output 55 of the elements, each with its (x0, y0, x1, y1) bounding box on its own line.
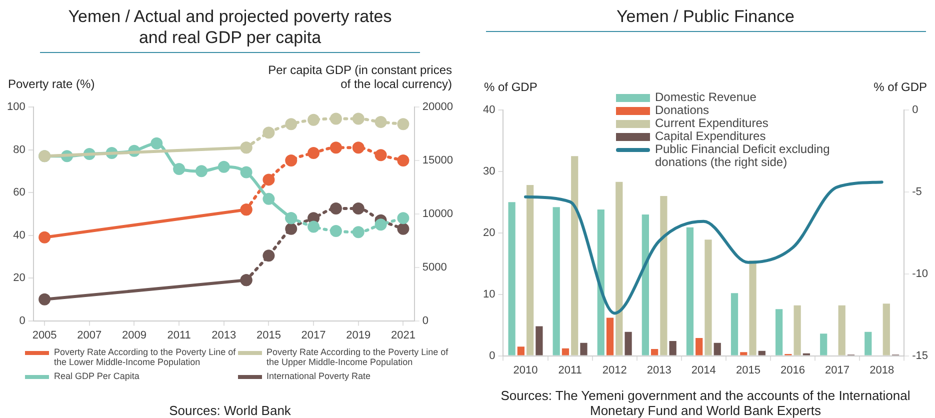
y-tick-label: 20 (482, 226, 496, 239)
legend-label: Donations (655, 103, 710, 117)
y2-tick-label: 20000 (422, 101, 454, 114)
y2-axis-title: % of GDP (872, 80, 927, 94)
y-tick-label: 60 (13, 186, 26, 199)
chart-title: Yemen / Actual and projected poverty rates and real GDP per capita (40, 0, 420, 53)
x-tick-label: 2014 (691, 364, 716, 376)
legend-label: Real GDP Per Capita (54, 371, 140, 381)
y2-tick-label: -10 (912, 268, 928, 280)
legend-label: Poverty Rate According to the Poverty Line of the Lower Middle-Income Population (54, 347, 237, 367)
legend-label: Current Expenditures (655, 116, 768, 130)
x-tick-label: 2011 (167, 329, 191, 342)
legend-label: Domestic Revenue (655, 90, 756, 104)
source-note: Sources: The Yemeni government and the accounts of the International Monetary Fund and World Bank Experts (500, 388, 912, 418)
y-tick-label: 40 (13, 229, 26, 242)
y-tick-label: 40 (482, 104, 496, 116)
y-tick-label: 0 (19, 314, 26, 327)
y-tick-label: 80 (13, 144, 26, 156)
x-tick-label: 2021 (390, 329, 416, 342)
y-axis-title: % of GDP (484, 80, 538, 94)
y2-tick-label: 5000 (422, 261, 447, 274)
y-tick-label: 20 (13, 272, 26, 284)
chart-title: Yemen / Public Finance (486, 0, 926, 32)
x-tick-label: 2010 (513, 364, 538, 376)
y-tick-label: 100 (6, 101, 26, 114)
x-tick-label: 2012 (602, 364, 627, 376)
x-tick-label: 2015 (736, 364, 760, 376)
x-tick-label: 2011 (558, 364, 582, 376)
x-tick-label: 2007 (77, 329, 102, 342)
x-tick-label: 2013 (646, 364, 672, 376)
x-tick-label: 2018 (870, 364, 894, 376)
source-note: Sources: World Bank (168, 403, 292, 418)
y2-axis-title: Per capita GDP (in constant prices of the local currency) (267, 63, 452, 91)
y2-tick-label: 10000 (422, 208, 454, 220)
y-axis-title: Poverty rate (%) (8, 77, 95, 91)
y2-tick-label: -15 (912, 350, 928, 362)
x-tick-label: 2017 (301, 329, 326, 342)
legend-label: Poverty Rate According to the Poverty Line of the Upper Middle-Income Population (266, 347, 450, 367)
legend-label: International Poverty Rate (266, 371, 371, 381)
x-tick-label: 2016 (780, 364, 805, 376)
y2-tick-label: 0 (422, 314, 429, 327)
y-tick-label: 30 (482, 165, 496, 178)
y-tick-label: 0 (489, 350, 496, 362)
legend-label: Capital Expenditures (655, 129, 766, 143)
x-tick-label: 2005 (32, 329, 57, 342)
y2-tick-label: 0 (912, 104, 918, 116)
x-tick-label: 2019 (346, 329, 371, 342)
y2-tick-label: 15000 (422, 154, 454, 166)
x-tick-label: 2013 (212, 329, 236, 342)
x-tick-label: 2009 (122, 329, 146, 342)
y-tick-label: 10 (482, 288, 496, 300)
y2-tick-label: -5 (912, 186, 922, 198)
x-tick-label: 2017 (825, 364, 850, 376)
legend-label: Public Financial Deficit excluding donations (the right side) (655, 142, 831, 169)
x-tick-label: 2015 (256, 329, 281, 342)
